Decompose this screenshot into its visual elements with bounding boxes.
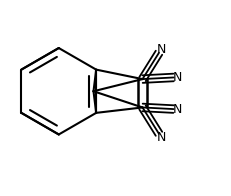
- Text: N: N: [173, 103, 182, 116]
- Text: N: N: [156, 131, 166, 144]
- Text: N: N: [173, 71, 182, 84]
- Text: N: N: [156, 43, 166, 56]
